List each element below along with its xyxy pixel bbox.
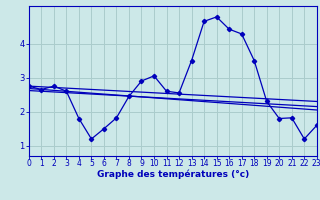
X-axis label: Graphe des températures (°c): Graphe des températures (°c) — [97, 170, 249, 179]
